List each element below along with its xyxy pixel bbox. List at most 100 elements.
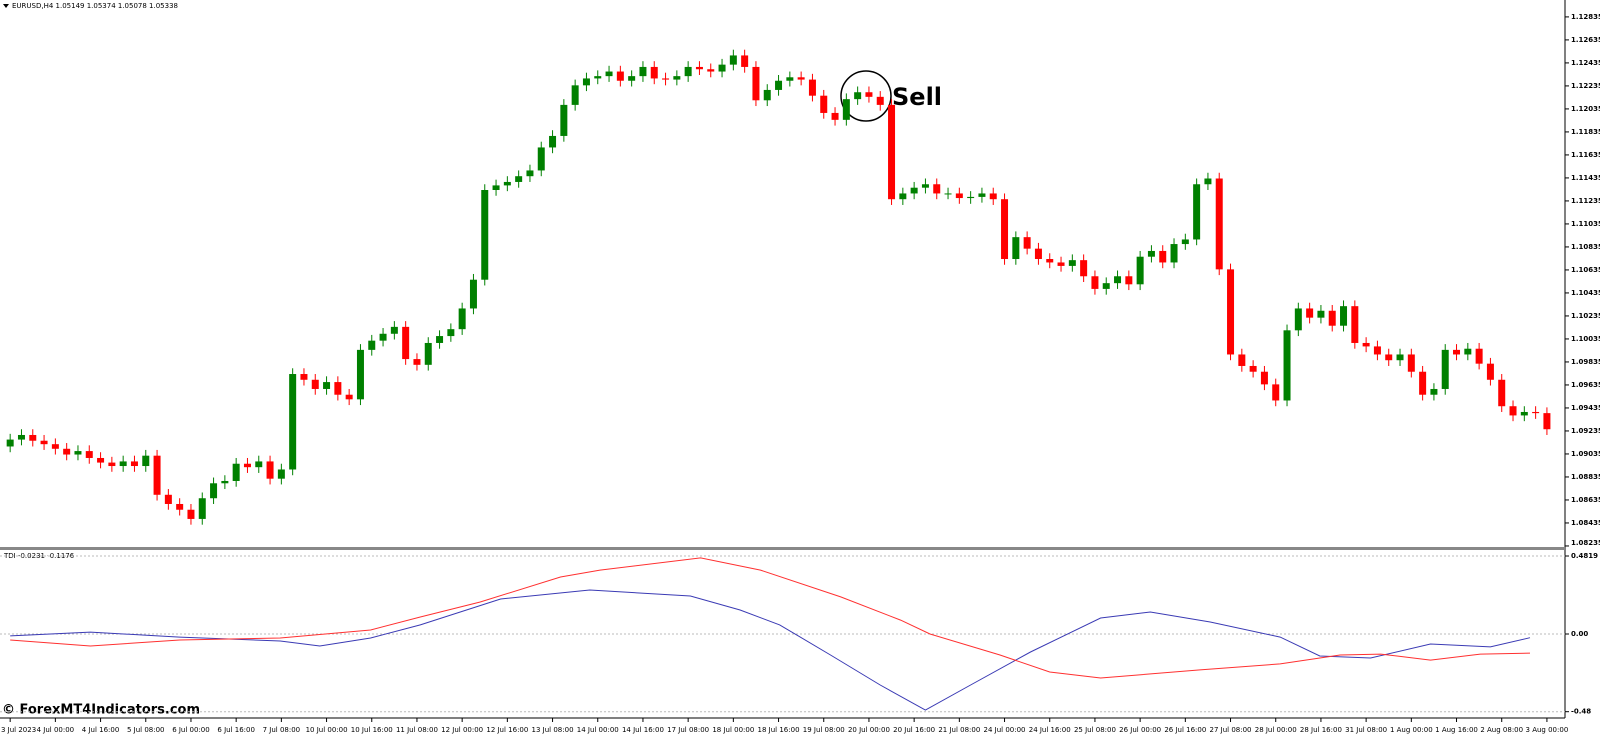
candle-body: [933, 184, 941, 194]
candle-body: [1001, 199, 1009, 260]
candle-body: [707, 69, 715, 72]
candle-body: [345, 394, 353, 400]
candle-body: [515, 176, 523, 182]
y-tick-label: 1.09435: [1571, 404, 1600, 412]
candle-body: [1046, 259, 1054, 263]
candle-body: [549, 135, 557, 148]
candle-body: [786, 77, 794, 81]
candle-body: [1419, 371, 1427, 395]
candle-body: [605, 71, 613, 77]
menu-triangle: [3, 4, 9, 8]
x-tick-label: 20 Jul 16:00: [893, 726, 935, 734]
candle-body: [1509, 406, 1517, 416]
y-tick-label: 1.09035: [1571, 450, 1600, 458]
sell-circle: [840, 70, 892, 122]
candle-body: [1340, 306, 1348, 326]
candle-body: [277, 469, 285, 479]
candle-body: [85, 451, 93, 458]
candle-body: [1136, 256, 1144, 285]
candle-body: [650, 66, 658, 79]
candle-body: [266, 461, 274, 479]
y-tick-label: 1.12235: [1571, 82, 1600, 90]
candle-body: [232, 463, 240, 481]
x-tick-label: 18 Jul 00:00: [712, 726, 754, 734]
candle-body: [1068, 260, 1076, 266]
candle-body: [447, 329, 455, 337]
candle-body: [74, 451, 82, 455]
candle-body: [888, 104, 896, 200]
candle-body: [1441, 349, 1449, 389]
x-tick-label: 1 Aug 16:00: [1435, 726, 1478, 734]
y-tick-label: 1.11635: [1571, 151, 1600, 159]
candle-body: [695, 66, 703, 70]
candle-body: [210, 483, 218, 499]
x-tick-label: 14 Jul 16:00: [622, 726, 664, 734]
x-tick-label: 5 Jul 08:00: [127, 726, 165, 734]
candle-body: [1227, 269, 1235, 355]
candle-body: [130, 461, 138, 467]
candle-body: [820, 95, 828, 113]
candle-body: [1283, 330, 1291, 401]
candle-body: [1215, 178, 1223, 270]
candle-body: [424, 342, 432, 365]
candle-body: [526, 170, 534, 177]
candle-body: [198, 498, 206, 519]
panel-separator: [0, 547, 1565, 550]
candle-body: [899, 193, 907, 200]
watermark: © ForexMT4Indicators.com: [2, 703, 200, 718]
candle-body: [1385, 354, 1393, 361]
candle-body: [164, 494, 172, 504]
candle-body: [831, 112, 839, 120]
candle-body: [1170, 244, 1178, 263]
y-tick-label: 1.11035: [1571, 220, 1600, 228]
y-tick-label: 1.12635: [1571, 36, 1600, 44]
x-tick-label: 13 Jul 08:00: [532, 726, 574, 734]
candle-body: [1249, 365, 1257, 372]
candle-body: [142, 455, 150, 467]
x-tick-label: 4 Jul 00:00: [37, 726, 75, 734]
candle-body: [492, 185, 500, 191]
x-tick-label: 17 Jul 08:00: [667, 726, 709, 734]
x-tick-label: 11 Jul 08:00: [396, 726, 438, 734]
candle-body: [1159, 250, 1167, 263]
x-tick-label: 12 Jul 16:00: [486, 726, 528, 734]
candle-body: [1034, 248, 1042, 260]
candle-body: [571, 85, 579, 105]
x-tick-label: 7 Jul 08:00: [263, 726, 301, 734]
candle-body: [1306, 308, 1314, 318]
candle-body: [921, 184, 929, 188]
candle-body: [1114, 276, 1122, 284]
candle-body: [243, 463, 251, 468]
candle-body: [323, 382, 331, 389]
indicator-line: [10, 589, 1531, 711]
candle-body: [1102, 283, 1110, 289]
x-tick-label: 24 Jul 00:00: [984, 726, 1026, 734]
x-tick-label: 6 Jul 16:00: [217, 726, 255, 734]
candle-body: [1373, 346, 1381, 355]
candle-body: [967, 196, 975, 199]
y-tick-label: 1.12435: [1571, 59, 1600, 67]
x-tick-label: 24 Jul 16:00: [1029, 726, 1071, 734]
candle-body: [662, 78, 670, 80]
candle-body: [1147, 250, 1155, 257]
y-tick-label: 0.4819: [1571, 552, 1598, 560]
candle-body: [673, 76, 681, 80]
y-tick-label: 1.08235: [1571, 539, 1600, 547]
candle-body: [1091, 276, 1099, 289]
candle-body: [582, 78, 590, 86]
candle-body: [311, 379, 319, 389]
candle-body: [29, 434, 37, 441]
candle-body: [300, 374, 308, 380]
candle-body: [876, 96, 884, 105]
candle-body: [628, 76, 636, 81]
candle-body: [1362, 342, 1370, 347]
candle-body: [1012, 237, 1020, 260]
y-tick-label: 1.10235: [1571, 312, 1600, 320]
candle-body: [51, 444, 59, 449]
candle-body: [865, 92, 873, 97]
candle-body: [469, 279, 477, 309]
x-tick-label: 28 Jul 00:00: [1255, 726, 1297, 734]
candle-body: [436, 336, 444, 343]
indicator-line: [10, 557, 1531, 679]
